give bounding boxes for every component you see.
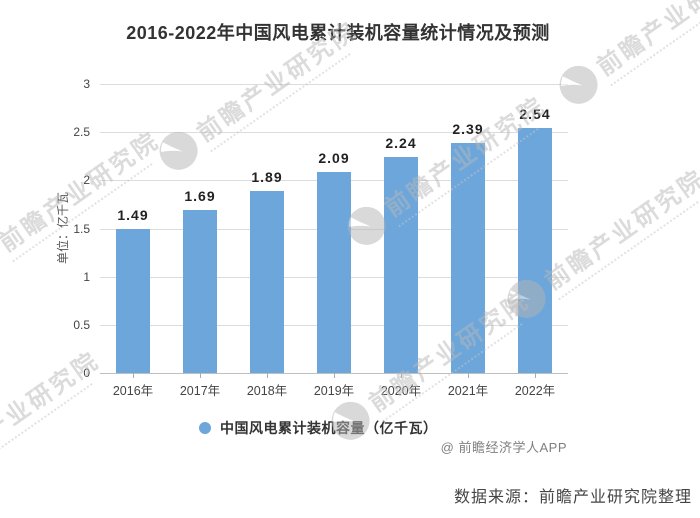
y-tick-label: 2 xyxy=(83,173,90,187)
gridline xyxy=(100,84,568,85)
data-source-note: 数据来源：前瞻产业研究院整理 xyxy=(453,489,692,506)
y-tick-label: 1 xyxy=(83,270,90,284)
x-axis-label: 2020年 xyxy=(380,384,422,398)
bar xyxy=(317,172,351,373)
y-tick-label: 1.5 xyxy=(73,222,90,236)
x-axis-label: 2018年 xyxy=(246,384,288,398)
bar xyxy=(384,157,418,373)
legend-label: 中国风电累计装机容量（亿千瓦） xyxy=(220,420,438,436)
x-axis-tick xyxy=(133,373,134,378)
chart-title: 2016-2022年中国风电累计装机容量统计情况及预测 xyxy=(126,23,550,43)
y-tick-label: 2.5 xyxy=(73,125,90,139)
x-axis-tick xyxy=(334,373,335,378)
bar-value-label: 2.54 xyxy=(519,106,551,122)
bar xyxy=(116,229,150,373)
x-axis-tick xyxy=(267,373,268,378)
gridline xyxy=(100,132,568,133)
x-axis-label: 2022年 xyxy=(514,384,556,398)
x-axis-tick xyxy=(468,373,469,378)
y-tick-label: 0 xyxy=(83,366,90,380)
x-axis-label: 2019年 xyxy=(313,384,355,398)
x-axis-tick xyxy=(401,373,402,378)
bar-value-label: 2.39 xyxy=(452,121,484,137)
y-tick-label: 0.5 xyxy=(73,318,90,332)
bar xyxy=(250,191,284,373)
bar xyxy=(518,128,552,373)
x-axis-tick xyxy=(535,373,536,378)
x-axis-tick xyxy=(200,373,201,378)
x-axis-label: 2017年 xyxy=(179,384,221,398)
bar xyxy=(451,143,485,373)
bar-value-label: 2.09 xyxy=(318,150,350,166)
bar-value-label: 1.69 xyxy=(184,188,216,204)
bar-value-label: 1.49 xyxy=(117,207,149,223)
bar-value-label: 2.24 xyxy=(385,135,417,151)
y-tick-label: 3 xyxy=(83,77,90,91)
legend: 中国风电累计装机容量（亿千瓦） xyxy=(199,418,438,438)
platform-credit: @ 前瞻经济学人APP xyxy=(440,440,567,455)
x-axis-label: 2016年 xyxy=(112,384,154,398)
legend-marker-icon xyxy=(199,422,211,434)
x-axis-label: 2021年 xyxy=(447,384,489,398)
bar xyxy=(183,210,217,373)
bar-value-label: 1.89 xyxy=(251,169,283,185)
